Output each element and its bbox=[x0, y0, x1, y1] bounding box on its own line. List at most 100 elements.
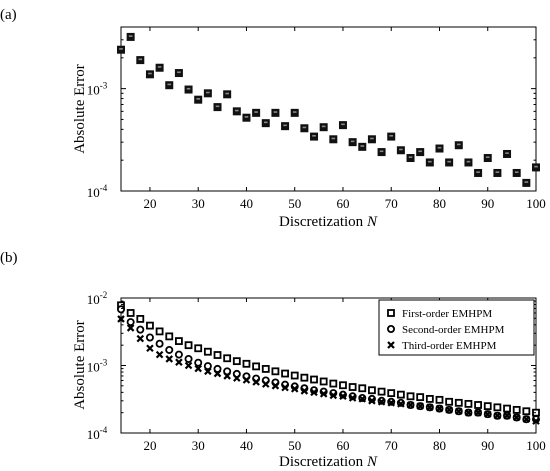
data-point bbox=[387, 399, 396, 407]
y-tick-label: 10-4 bbox=[87, 183, 108, 200]
data-point bbox=[117, 305, 126, 314]
data-point bbox=[290, 371, 299, 380]
data-point bbox=[242, 113, 251, 122]
legend-box bbox=[378, 299, 535, 356]
data-point bbox=[503, 411, 511, 420]
x-axis-label-variable: N bbox=[366, 214, 378, 230]
data-point bbox=[194, 364, 202, 373]
data-point bbox=[445, 406, 453, 414]
x-tick-label: 50 bbox=[288, 196, 301, 211]
x-tick-label: 90 bbox=[481, 196, 494, 211]
data-point bbox=[319, 377, 328, 386]
data-point bbox=[474, 408, 482, 417]
data-point bbox=[435, 395, 444, 404]
data-point bbox=[146, 321, 154, 330]
legend-item: Third-order EMHPM bbox=[387, 340, 497, 352]
data-point bbox=[300, 373, 309, 382]
x-tick-label: 100 bbox=[526, 438, 546, 453]
chart-panel-a: (a) 20 30 40 50 60 70 80 90 100 10-3 10-4 Discret… bbox=[0, 7, 546, 230]
data-point bbox=[532, 417, 540, 425]
plot-frame bbox=[120, 26, 537, 192]
x-tick-label: 50 bbox=[288, 438, 301, 453]
data-point bbox=[387, 341, 395, 349]
y-tick-labels: 10-2 10-3 10-4 bbox=[87, 290, 536, 442]
y-tick-label: 10-2 bbox=[87, 290, 108, 307]
data-point bbox=[290, 385, 299, 393]
data-point bbox=[483, 410, 492, 418]
data-point bbox=[464, 158, 473, 167]
data-point bbox=[145, 70, 154, 79]
data-point bbox=[310, 375, 318, 384]
data-point bbox=[146, 344, 154, 353]
legend-item: First-order EMHPM bbox=[387, 308, 492, 320]
x-tick-label: 60 bbox=[336, 438, 349, 453]
data-point bbox=[522, 178, 531, 187]
data-point bbox=[367, 135, 376, 144]
data-marks bbox=[117, 301, 541, 425]
data-point bbox=[512, 405, 521, 414]
data-point bbox=[271, 367, 280, 376]
data-point bbox=[474, 168, 483, 177]
data-point bbox=[136, 315, 145, 323]
data-point bbox=[445, 158, 454, 167]
data-point bbox=[242, 359, 251, 368]
y-tick-label: 10-3 bbox=[87, 81, 108, 98]
legend-items: First-order EMHPM Second-order EMHPM Third… bbox=[386, 308, 505, 352]
data-point bbox=[426, 403, 434, 412]
data-point bbox=[165, 355, 174, 363]
data-point bbox=[377, 148, 386, 157]
data-point bbox=[464, 399, 473, 408]
data-point bbox=[358, 142, 367, 151]
x-axis-label: Discretization N bbox=[279, 214, 378, 230]
data-point bbox=[483, 154, 492, 163]
data-point bbox=[319, 390, 328, 398]
data-point bbox=[184, 85, 193, 94]
data-point bbox=[203, 347, 212, 356]
data-point bbox=[155, 339, 164, 348]
data-point bbox=[454, 398, 463, 407]
data-point bbox=[377, 387, 386, 396]
data-point bbox=[377, 398, 386, 406]
data-point bbox=[194, 344, 203, 353]
data-point bbox=[126, 318, 135, 327]
data-point bbox=[493, 411, 502, 420]
data-point bbox=[348, 383, 357, 391]
data-point bbox=[329, 135, 338, 144]
y-tick-label: 10-4 bbox=[87, 425, 108, 442]
data-point bbox=[338, 121, 347, 130]
data-point bbox=[397, 400, 405, 408]
legend-label: Second-order EMHPM bbox=[402, 324, 505, 336]
data-point bbox=[425, 395, 434, 403]
x-axis-label: Discretization N bbox=[279, 454, 378, 470]
data-point bbox=[117, 315, 125, 323]
data-point bbox=[281, 383, 289, 392]
data-point bbox=[329, 379, 338, 388]
data-point bbox=[155, 327, 164, 336]
data-point bbox=[232, 357, 241, 366]
data-point bbox=[155, 63, 164, 72]
data-point bbox=[184, 354, 193, 363]
data-point bbox=[464, 408, 473, 417]
x-tick-label: 40 bbox=[240, 438, 253, 453]
data-point bbox=[175, 358, 183, 366]
data-point bbox=[213, 103, 222, 112]
data-point bbox=[281, 122, 290, 131]
data-point bbox=[532, 163, 540, 172]
legend: First-order EMHPM Second-order EMHPM Third… bbox=[378, 299, 535, 356]
data-point bbox=[522, 407, 531, 416]
data-point bbox=[271, 108, 280, 117]
data-point bbox=[310, 388, 318, 397]
data-point bbox=[435, 404, 444, 413]
data-point bbox=[145, 333, 154, 342]
data-point bbox=[445, 397, 454, 406]
data-point bbox=[165, 332, 174, 341]
data-point bbox=[503, 404, 511, 413]
x-tick-label: 40 bbox=[240, 196, 253, 211]
x-tick-label: 90 bbox=[481, 438, 494, 453]
data-point bbox=[252, 378, 260, 386]
x-tick-label: 70 bbox=[385, 196, 398, 211]
data-point bbox=[203, 89, 212, 98]
legend-label: Third-order EMHPM bbox=[402, 340, 497, 352]
data-point bbox=[203, 362, 212, 371]
data-point bbox=[329, 391, 338, 400]
